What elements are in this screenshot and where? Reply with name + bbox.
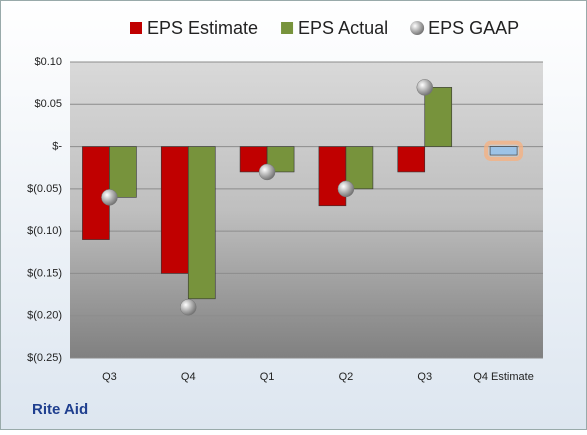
bar bbox=[318, 146, 347, 207]
bar bbox=[397, 146, 426, 173]
bar bbox=[109, 146, 137, 198]
x-tick-label: Q2 bbox=[339, 371, 354, 383]
x-tick-label: Q4 Estimate bbox=[473, 371, 534, 383]
x-tick-label: Q3 bbox=[102, 371, 117, 383]
y-tick-label: $(0.15) bbox=[27, 267, 62, 279]
plot-area bbox=[70, 62, 543, 358]
highlight-glow bbox=[484, 140, 524, 162]
gaap-marker bbox=[258, 163, 276, 181]
x-tick-label: Q4 bbox=[181, 371, 196, 383]
y-tick-label: $0.05 bbox=[34, 98, 62, 110]
y-tick-label: $(0.25) bbox=[27, 352, 62, 364]
gaap-marker bbox=[101, 189, 118, 206]
x-tick-label: Q1 bbox=[260, 371, 275, 383]
y-tick-label: $(0.10) bbox=[27, 225, 62, 237]
y-tick-label: $0.10 bbox=[34, 56, 62, 68]
gaap-marker bbox=[416, 79, 433, 96]
gaap-marker bbox=[337, 180, 355, 198]
x-tick-label: Q3 bbox=[417, 371, 432, 383]
legend-label: EPS Estimate bbox=[147, 18, 258, 38]
y-tick-label: $- bbox=[52, 140, 62, 152]
legend-marker bbox=[130, 22, 142, 34]
bar bbox=[160, 146, 189, 274]
legend-label: EPS GAAP bbox=[428, 18, 519, 38]
bar bbox=[345, 146, 374, 190]
legend-marker bbox=[281, 22, 294, 34]
legend-marker bbox=[410, 21, 425, 35]
y-tick-label: $(0.05) bbox=[27, 183, 62, 195]
bar bbox=[424, 87, 453, 147]
y-tick-label: $(0.20) bbox=[27, 310, 62, 322]
gaap-marker bbox=[180, 299, 197, 316]
bar bbox=[187, 146, 216, 300]
legend-label: EPS Actual bbox=[298, 18, 388, 38]
footer: Rite Aid bbox=[32, 401, 88, 418]
bar bbox=[489, 146, 518, 156]
